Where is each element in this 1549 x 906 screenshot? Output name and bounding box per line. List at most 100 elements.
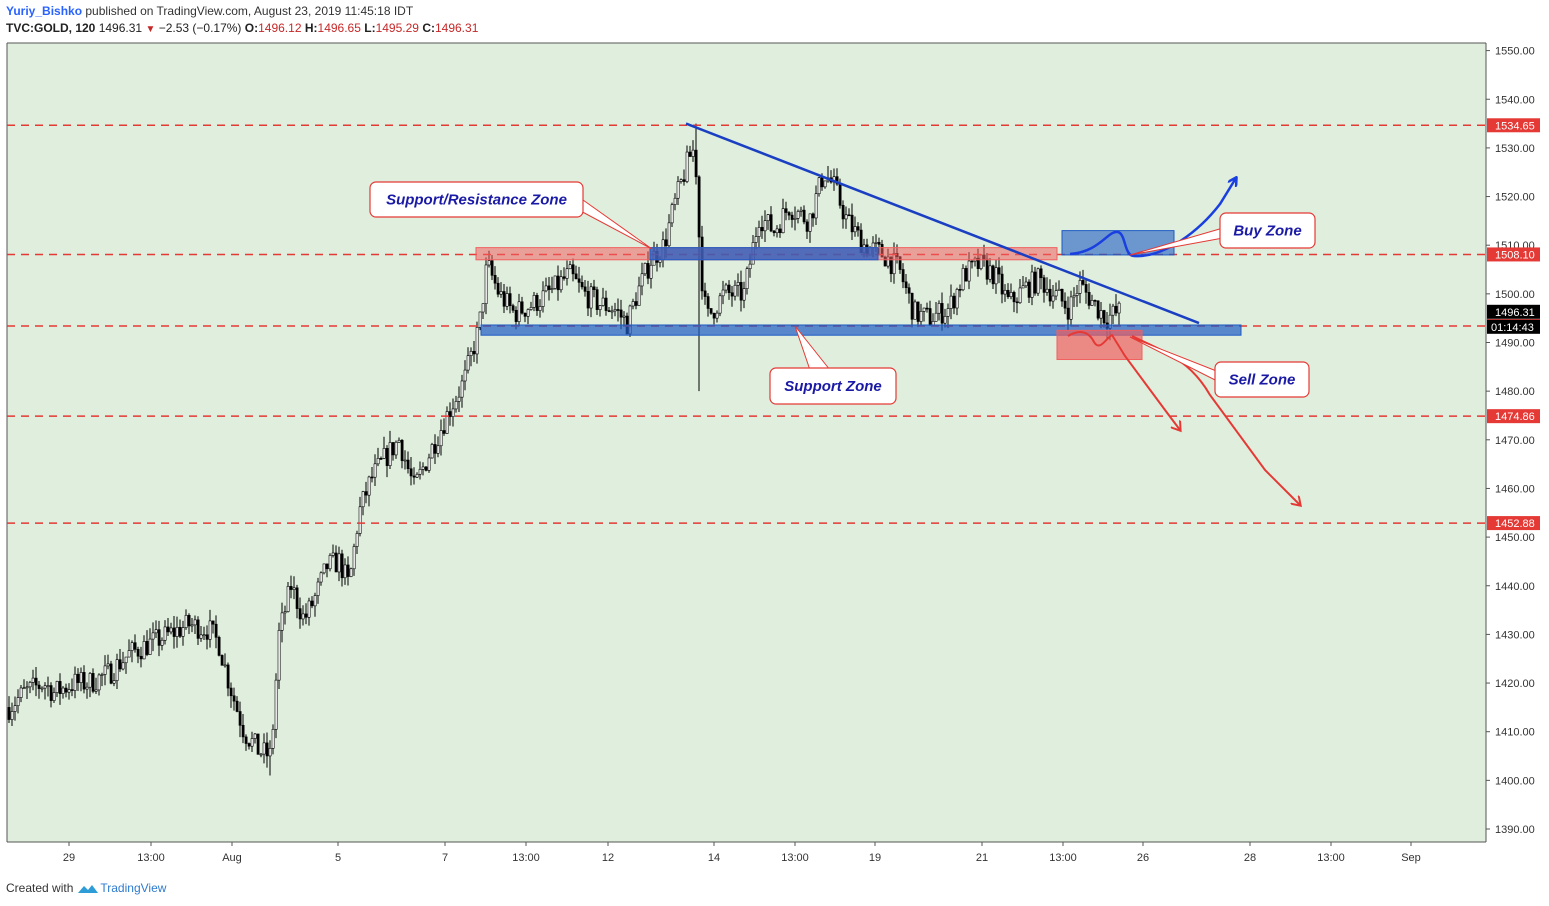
support-zone-label-text: Support Zone — [784, 378, 882, 395]
candle-body — [271, 729, 275, 749]
candle-body — [451, 408, 455, 417]
candle-body — [1018, 287, 1022, 303]
x-tick-label: 5 — [335, 852, 341, 864]
candle-body — [376, 458, 380, 465]
candle-body — [211, 620, 215, 625]
candle-body — [571, 264, 575, 275]
candle-body — [682, 179, 686, 182]
candle-body — [493, 275, 497, 284]
zone-box[interactable] — [480, 324, 1242, 336]
candle-body — [706, 296, 710, 309]
candle-body — [949, 295, 953, 309]
time-axis[interactable]: 29 13:00 Aug 5 7 13:00 12 14 13:00 19 21 13:00 26 28 1… — [63, 842, 1421, 864]
candle-body — [589, 286, 593, 309]
candle-body — [502, 291, 506, 307]
candle-body — [1045, 288, 1049, 293]
candle-body — [424, 466, 428, 471]
candle-body — [463, 369, 467, 382]
candle-body — [361, 491, 365, 508]
bearish-path-arrow-near — [1067, 331, 1180, 430]
candle-body — [640, 273, 644, 287]
candle-body — [154, 629, 158, 634]
candle-body — [601, 297, 605, 306]
candle-body — [529, 307, 533, 310]
candle-body — [331, 552, 335, 556]
candle-body — [184, 614, 188, 628]
tradingview-brand[interactable]: TradingView — [100, 881, 167, 895]
y-tick-label: 1540.00 — [1495, 94, 1535, 106]
candle-body — [388, 442, 392, 466]
candle-body — [421, 466, 425, 470]
candle-body — [484, 264, 488, 304]
candle-body — [382, 448, 386, 459]
price-axis[interactable]: 1390.00 1400.00 1410.00 1420.00 1430.00 1440.… — [1486, 46, 1540, 836]
candle-body — [1006, 289, 1010, 298]
candle-body — [931, 321, 935, 326]
candle-body — [205, 634, 209, 640]
candle-body — [667, 222, 671, 247]
candle-body — [496, 282, 500, 295]
support-zone-label-box[interactable] — [769, 367, 897, 405]
candle-body — [166, 626, 170, 633]
candle-body — [343, 564, 347, 579]
candle-body — [754, 236, 758, 243]
candle-body — [1009, 292, 1013, 298]
candle-body — [286, 586, 290, 612]
candle-body — [79, 672, 83, 683]
candle-body — [679, 179, 683, 182]
candle-body — [967, 260, 971, 282]
candle-body — [916, 301, 920, 322]
x-tick-label: 13:00 — [781, 852, 809, 864]
author-name[interactable]: Yuriy_Bishko — [6, 4, 83, 18]
zone-box[interactable] — [649, 247, 879, 261]
candle-body — [745, 268, 749, 289]
candle-body — [436, 445, 440, 454]
trendline[interactable] — [685, 122, 1200, 325]
candle-body — [349, 568, 353, 577]
candle-body — [634, 301, 638, 306]
x-tick-label: 28 — [1244, 852, 1256, 864]
candle-body — [202, 634, 206, 637]
candle-body — [172, 627, 176, 637]
candle-body — [874, 242, 878, 244]
candle-body — [427, 457, 431, 471]
y-tick-label: 1520.00 — [1495, 192, 1535, 204]
y-tick-label: 1550.00 — [1495, 46, 1535, 58]
chart-header-ohlc: TVC:GOLD, 120 1496.31 ▼ −2.53 (−0.17%) O… — [6, 21, 478, 35]
candle-body — [619, 309, 623, 318]
candle-body — [988, 265, 992, 280]
candle-body — [1012, 292, 1016, 303]
candle-body — [199, 634, 203, 639]
y-tick-label: 1440.00 — [1495, 581, 1535, 593]
candle-body — [610, 310, 614, 313]
plot-area[interactable] — [7, 43, 1486, 842]
candle-body — [1093, 300, 1097, 302]
candle-body — [208, 620, 212, 640]
candle-body — [37, 684, 41, 689]
sell-zone-label-box[interactable] — [1214, 361, 1310, 398]
candle-body — [445, 411, 449, 434]
price-level-tag — [1487, 409, 1540, 424]
candle-body — [64, 687, 68, 693]
support-resistance-label-box[interactable] — [369, 181, 584, 218]
candle-body — [814, 193, 818, 219]
candle-body — [142, 641, 146, 660]
candle-body — [535, 295, 539, 311]
x-tick-label: 26 — [1137, 852, 1149, 864]
y-tick-label: 1410.00 — [1495, 727, 1535, 739]
candle-body — [799, 209, 803, 212]
candle-body — [34, 677, 38, 686]
candle-body — [406, 459, 410, 470]
candle-body — [955, 289, 959, 309]
candle-body — [1003, 289, 1007, 295]
zone-box[interactable] — [1061, 230, 1175, 256]
candle-body — [715, 312, 719, 319]
buy-zone-label-box[interactable] — [1219, 212, 1316, 249]
candle-body — [160, 639, 164, 646]
candle-body — [760, 227, 764, 232]
candle-body — [1114, 305, 1118, 314]
candle-body — [217, 636, 221, 656]
candle-body — [403, 459, 407, 462]
candle-body — [991, 265, 995, 285]
